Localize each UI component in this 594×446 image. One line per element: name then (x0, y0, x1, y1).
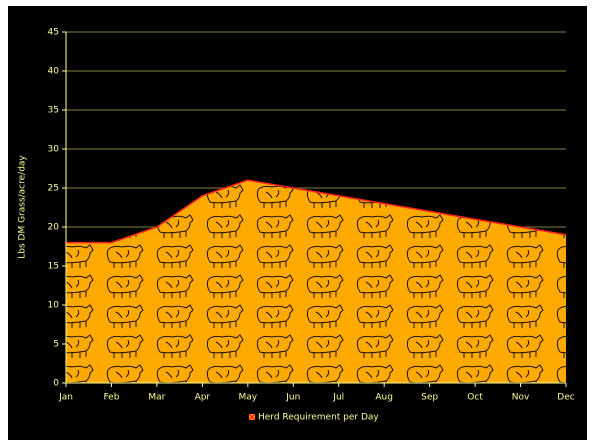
x-tick-label: Feb (103, 393, 119, 403)
x-tick-label: Jan (58, 393, 73, 403)
y-tick-label: 5 (53, 340, 59, 350)
y-tick-label: 15 (48, 262, 59, 272)
x-tick-label: May (239, 393, 258, 403)
y-axis-label: Lbs DM Grass/acre/day (18, 155, 28, 259)
y-tick-label: 40 (48, 67, 60, 77)
y-tick-label: 10 (48, 301, 60, 311)
area (66, 180, 566, 383)
x-tick-label: Jun (285, 393, 300, 403)
legend-marker (248, 413, 256, 421)
y-tick-label: 0 (53, 379, 59, 389)
y-tick-label: 30 (48, 145, 60, 155)
y-tick-label: 20 (48, 223, 60, 233)
x-tick-label: Dec (557, 393, 574, 403)
x-tick-label: Oct (467, 393, 483, 403)
x-tick-label: Mar (148, 393, 165, 403)
x-tick-label: Aug (375, 393, 393, 403)
legend-label: Herd Requirement per Day (258, 413, 379, 423)
plot (66, 179, 567, 383)
x-tick-label: Nov (512, 393, 530, 403)
line (66, 179, 567, 244)
y-tick-label: 25 (48, 184, 59, 194)
y-tick-label: 45 (48, 28, 59, 38)
x-tick-label: Sep (421, 393, 438, 403)
x-tick-label: Jul (332, 393, 344, 403)
x-tick-label: Apr (195, 393, 211, 403)
y-tick-label: 35 (48, 106, 59, 116)
